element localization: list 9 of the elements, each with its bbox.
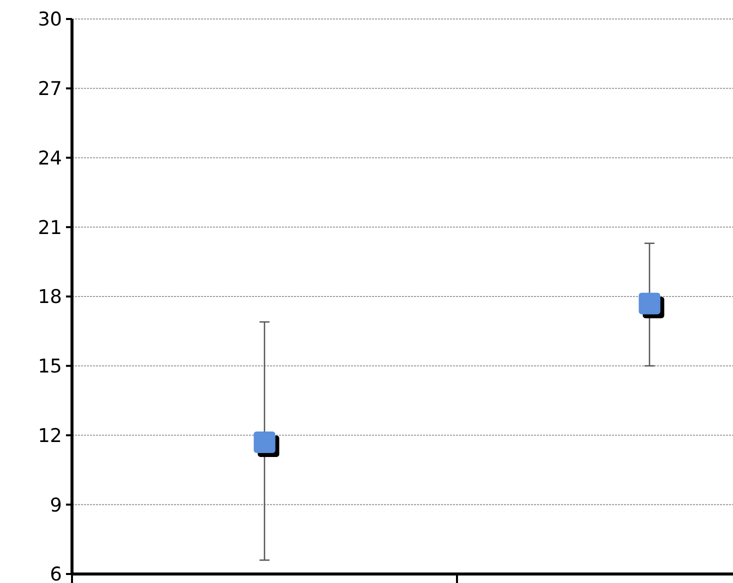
y-tick-label: 15 — [38, 356, 62, 378]
y-tick-label: 27 — [38, 78, 62, 100]
y-tick-label: 24 — [38, 147, 62, 170]
y-tick-label: 6 — [50, 564, 62, 583]
y-tick-label: 9 — [50, 494, 62, 516]
y-tick-label: 12 — [38, 424, 62, 447]
y-tick-label: 18 — [38, 286, 62, 308]
y-tick-label: 30 — [38, 8, 62, 31]
y-tick-label: 21 — [38, 216, 62, 239]
